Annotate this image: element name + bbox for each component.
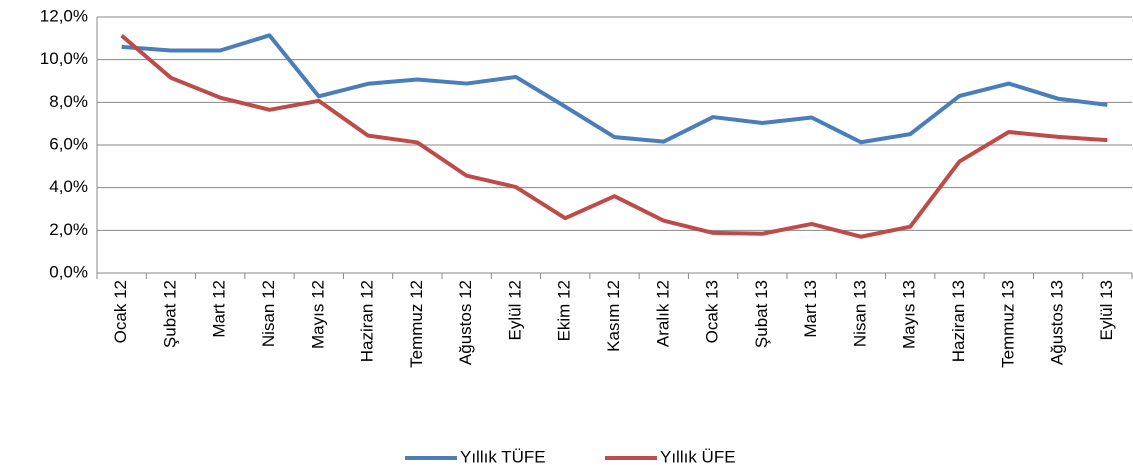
x-tick-label: Mayıs 12 — [308, 280, 327, 349]
x-tick-label: Nisan 12 — [259, 280, 278, 347]
y-tick-label: 2,0% — [49, 220, 88, 239]
legend-label: Yıllık TÜFE — [460, 447, 546, 466]
x-tick-label: Ağustos 13 — [1048, 280, 1067, 365]
x-tick-label: Ocak 12 — [111, 280, 130, 343]
line-series — [121, 33, 1108, 145]
line-series — [120, 34, 1108, 239]
x-tick-label: Temmuz 13 — [998, 280, 1017, 368]
y-tick-label: 10,0% — [40, 49, 88, 68]
y-tick-label: 12,0% — [40, 6, 88, 25]
x-tick-label: Haziran 13 — [949, 280, 968, 362]
legend-label: Yıllık ÜFE — [660, 447, 736, 466]
x-tick-label: Aralık 12 — [653, 280, 672, 347]
x-tick-label: Haziran 12 — [358, 280, 377, 362]
x-tick-label: Nisan 13 — [850, 280, 869, 347]
x-tick-label: Şubat 13 — [752, 280, 771, 348]
y-tick-label: 8,0% — [49, 92, 88, 111]
x-tick-label: Mart 12 — [210, 280, 229, 338]
x-tick-label: Şubat 12 — [160, 280, 179, 348]
x-tick-label: Eylül 13 — [1097, 280, 1116, 340]
y-tick-label: 4,0% — [49, 177, 88, 196]
x-tick-label: Ağustos 12 — [456, 280, 475, 365]
x-tick-label: Mart 13 — [801, 280, 820, 338]
x-tick-label: Ekim 12 — [555, 280, 574, 341]
x-tick-label: Ocak 13 — [703, 280, 722, 343]
y-tick-label: 6,0% — [49, 134, 88, 153]
y-tick-label: 0,0% — [49, 262, 88, 281]
x-tick-label: Eylül 12 — [505, 280, 524, 340]
x-tick-label: Temmuz 12 — [407, 280, 426, 368]
x-tick-label: Mayıs 13 — [900, 280, 919, 349]
x-tick-label: Kasım 12 — [604, 280, 623, 352]
